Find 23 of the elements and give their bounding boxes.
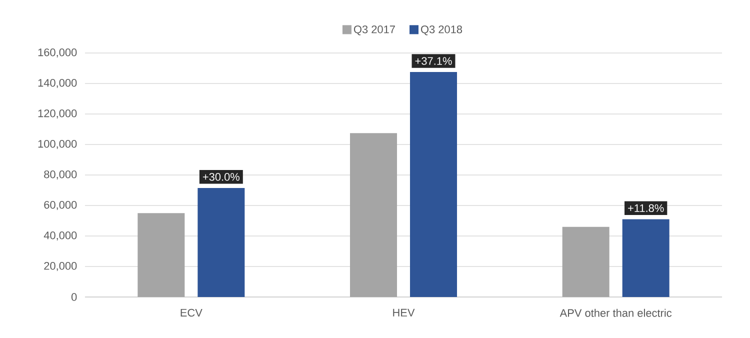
- x-tick-label: ECV: [180, 308, 202, 317]
- y-tick-label: 60,000: [44, 200, 77, 210]
- x-tick-label: APV other than electric: [560, 308, 672, 317]
- y-tick-label: 0: [71, 293, 77, 301]
- legend-label: Q3 2017: [354, 26, 395, 36]
- y-tick-label: 20,000: [44, 262, 77, 272]
- annotation: +30.0%: [202, 173, 240, 181]
- bar: [198, 188, 245, 297]
- y-tick-label: 160,000: [38, 48, 77, 58]
- bar: [350, 133, 398, 297]
- bar: [622, 219, 670, 297]
- y-tick-label: 80,000: [44, 170, 77, 180]
- x-tick-label: HEV: [393, 308, 415, 316]
- bar: [138, 213, 185, 297]
- y-tick-label: 100,000: [38, 140, 77, 150]
- y-tick-label: 140,000: [38, 78, 77, 88]
- bar: [562, 226, 610, 297]
- annotation: +11.8%: [628, 204, 664, 212]
- bar: [410, 72, 458, 297]
- annotation: +37.1%: [415, 57, 452, 65]
- y-tick-label: 120,000: [38, 109, 77, 119]
- legend-label: Q3 2018: [421, 26, 462, 36]
- y-tick-label: 40,000: [44, 231, 77, 241]
